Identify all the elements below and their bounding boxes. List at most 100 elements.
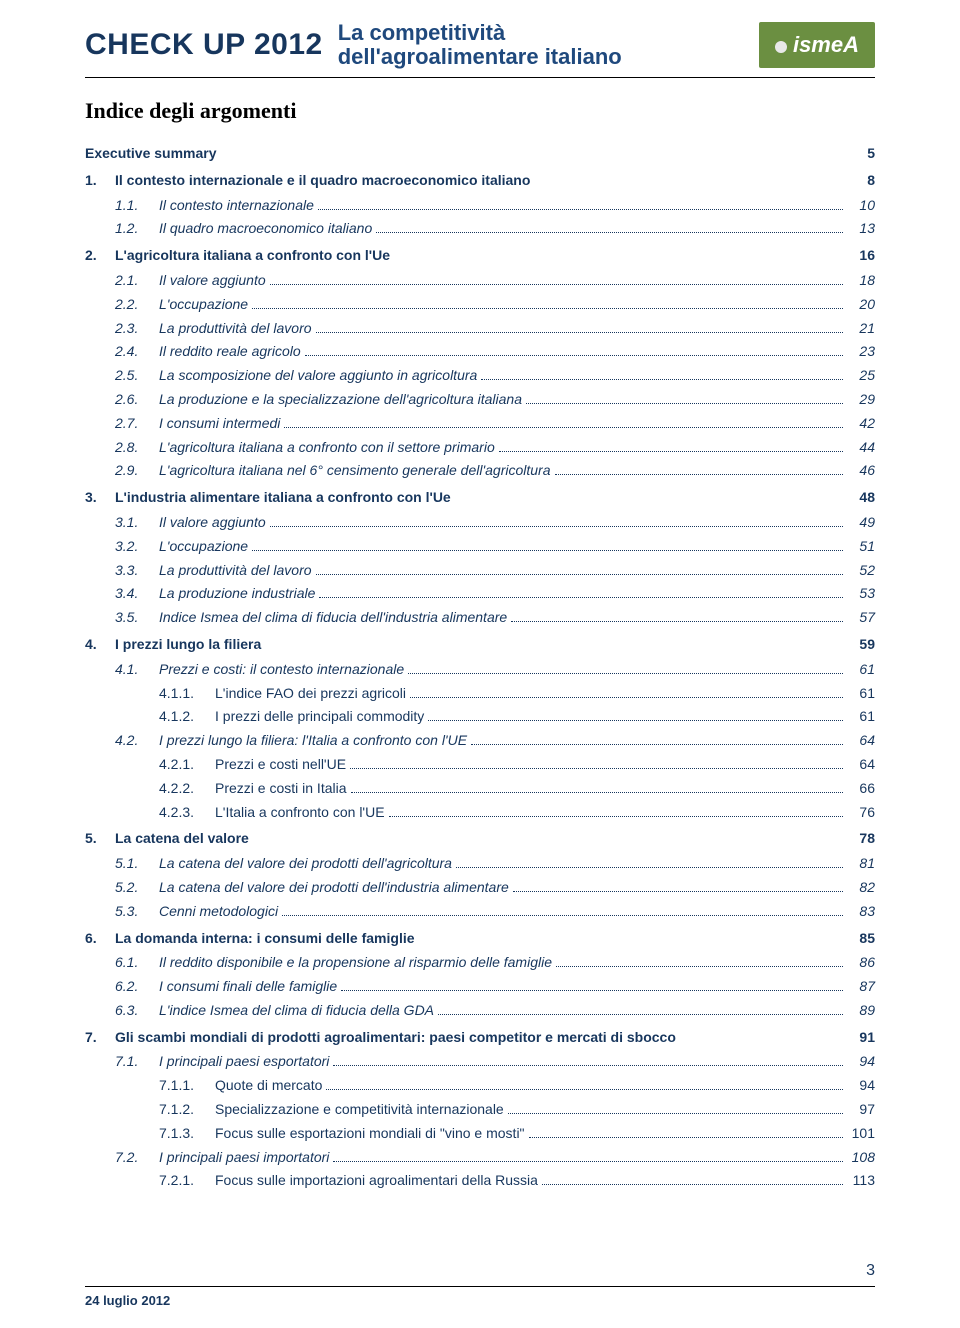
toc-leader xyxy=(456,856,843,869)
toc-entry[interactable]: 2.6.La produzione e la specializzazione … xyxy=(85,388,875,412)
toc-entry[interactable]: 2.2.L'occupazione20 xyxy=(85,293,875,317)
toc-entry[interactable]: 1.1.Il contesto internazionale10 xyxy=(85,194,875,218)
toc-entry-label: I prezzi lungo la filiera xyxy=(115,633,261,657)
toc-entry[interactable]: 3.5.Indice Ismea del clima di fiducia de… xyxy=(85,606,875,630)
toc-entry-label: I principali paesi esportatori xyxy=(159,1050,329,1074)
toc-leader xyxy=(350,756,843,769)
toc-entry[interactable]: 5.2.La catena del valore dei prodotti de… xyxy=(85,876,875,900)
toc-entry-label: Il reddito reale agricolo xyxy=(159,340,301,364)
toc-leader xyxy=(534,172,843,185)
toc-entry-page: 97 xyxy=(847,1098,875,1122)
toc-entry[interactable]: 2.9.L'agricoltura italiana nel 6° censim… xyxy=(85,459,875,483)
toc-entry[interactable]: 4.2.2.Prezzi e costi in Italia66 xyxy=(85,777,875,801)
toc-entry-page: 49 xyxy=(847,511,875,535)
toc-entry[interactable]: 3.3.La produttività del lavoro52 xyxy=(85,559,875,583)
toc-entry[interactable]: 3.1.Il valore aggiunto49 xyxy=(85,511,875,535)
toc-entry-number: 5.1. xyxy=(115,852,159,876)
toc-entry[interactable]: 4.1.2.I prezzi delle principali commodit… xyxy=(85,705,875,729)
toc-entry[interactable]: 4.2.1.Prezzi e costi nell'UE64 xyxy=(85,753,875,777)
toc-entry-label: I consumi finali delle famiglie xyxy=(159,975,337,999)
toc-entry-page: 78 xyxy=(847,827,875,851)
toc-entry[interactable]: 1.Il contesto internazionale e il quadro… xyxy=(85,169,875,193)
toc-heading: Indice degli argomenti xyxy=(85,98,875,124)
toc-entry[interactable]: 5.3.Cenni metodologici83 xyxy=(85,900,875,924)
toc-entry-label: Focus sulle esportazioni mondiali di "vi… xyxy=(215,1122,525,1146)
toc-entry-label: Focus sulle importazioni agroalimentari … xyxy=(215,1169,538,1193)
toc-entry-label: L'indice Ismea del clima di fiducia dell… xyxy=(159,999,434,1023)
toc-entry-number: 7.2.1. xyxy=(159,1169,215,1193)
toc-entry[interactable]: 4.2.3.L'Italia a confronto con l'UE76 xyxy=(85,801,875,825)
toc-entry[interactable]: 7.2.1.Focus sulle importazioni agroalime… xyxy=(85,1169,875,1193)
toc-entry-page: 23 xyxy=(847,340,875,364)
toc-entry-label: Il valore aggiunto xyxy=(159,269,266,293)
toc-entry-label: La produttività del lavoro xyxy=(159,317,312,341)
toc-entry-number: 2.5. xyxy=(115,364,159,388)
toc-entry[interactable]: Executive summary5 xyxy=(85,142,875,166)
toc-entry[interactable]: 2.L'agricoltura italiana a confronto con… xyxy=(85,244,875,268)
toc-entry[interactable]: 2.3.La produttività del lavoro21 xyxy=(85,317,875,341)
toc-entry[interactable]: 7.2.I principali paesi importatori108 xyxy=(85,1146,875,1170)
toc-leader xyxy=(341,979,843,992)
toc-entry-number: 1.2. xyxy=(115,217,159,241)
toc-leader xyxy=(481,368,843,381)
toc-entry-label: L'occupazione xyxy=(159,535,248,559)
toc-entry[interactable]: 2.4.Il reddito reale agricolo23 xyxy=(85,340,875,364)
toc-entry-page: 10 xyxy=(847,194,875,218)
toc-entry[interactable]: 4.1.Prezzi e costi: il contesto internaz… xyxy=(85,658,875,682)
toc-leader xyxy=(333,1054,843,1067)
toc-entry[interactable]: 3.L'industria alimentare italiana a conf… xyxy=(85,486,875,510)
toc-entry[interactable]: 2.8.L'agricoltura italiana a confronto c… xyxy=(85,436,875,460)
toc-entry[interactable]: 7.1.3.Focus sulle esportazioni mondiali … xyxy=(85,1122,875,1146)
toc-entry[interactable]: 6.2.I consumi finali delle famiglie87 xyxy=(85,975,875,999)
toc-entry-page: 57 xyxy=(847,606,875,630)
toc-leader xyxy=(508,1101,843,1114)
toc-entry-label: La catena del valore xyxy=(115,827,249,851)
toc-entry-label: La catena del valore dei prodotti dell'i… xyxy=(159,876,509,900)
toc-entry-page: 66 xyxy=(847,777,875,801)
toc-leader xyxy=(351,780,844,793)
toc-leader xyxy=(319,586,843,599)
toc-entry-page: 61 xyxy=(847,682,875,706)
toc-entry-label: L'Italia a confronto con l'UE xyxy=(215,801,385,825)
toc-entry[interactable]: 4.2.I prezzi lungo la filiera: l'Italia … xyxy=(85,729,875,753)
toc-entry[interactable]: 7.1.1.Quote di mercato94 xyxy=(85,1074,875,1098)
toc-entry-label: Il contesto internazionale e il quadro m… xyxy=(115,169,530,193)
toc-entry-page: 83 xyxy=(847,900,875,924)
toc-entry-label: Prezzi e costi: il contesto internaziona… xyxy=(159,658,404,682)
toc-entry-page: 5 xyxy=(847,142,875,166)
toc-entry-page: 113 xyxy=(847,1169,875,1193)
toc-entry[interactable]: 1.2.Il quadro macroeconomico italiano13 xyxy=(85,217,875,241)
toc-entry[interactable]: 3.2.L'occupazione51 xyxy=(85,535,875,559)
toc-entry[interactable]: 2.7.I consumi intermedi42 xyxy=(85,412,875,436)
toc-entry-number: 5. xyxy=(85,827,115,851)
toc-leader xyxy=(511,610,843,623)
toc-leader xyxy=(555,463,843,476)
toc-leader xyxy=(282,903,843,916)
toc-entry[interactable]: 6.La domanda interna: i consumi delle fa… xyxy=(85,927,875,951)
toc-entry[interactable]: 7.1.I principali paesi esportatori94 xyxy=(85,1050,875,1074)
footer-rule xyxy=(85,1286,875,1287)
toc-entry[interactable]: 5.La catena del valore 78 xyxy=(85,827,875,851)
toc-entry-label: Prezzi e costi nell'UE xyxy=(215,753,346,777)
toc-entry[interactable]: 5.1.La catena del valore dei prodotti de… xyxy=(85,852,875,876)
report-title: CHECK UP 2012 xyxy=(85,28,323,62)
toc-entry[interactable]: 2.5.La scomposizione del valore aggiunto… xyxy=(85,364,875,388)
toc-entry[interactable]: 2.1.Il valore aggiunto18 xyxy=(85,269,875,293)
toc-entry[interactable]: 6.3.L'indice Ismea del clima di fiducia … xyxy=(85,999,875,1023)
toc-entry-number: 2.2. xyxy=(115,293,159,317)
toc-entry-number: 6.2. xyxy=(115,975,159,999)
toc-entry[interactable]: 7.1.2.Specializzazione e competitività i… xyxy=(85,1098,875,1122)
toc-entry-number: 2.8. xyxy=(115,436,159,460)
toc-leader xyxy=(419,930,843,943)
toc-entry[interactable]: 4.I prezzi lungo la filiera59 xyxy=(85,633,875,657)
toc-leader xyxy=(265,636,843,649)
toc-entry[interactable]: 4.1.1.L'indice FAO dei prezzi agricoli61 xyxy=(85,682,875,706)
toc-entry-number: 3. xyxy=(85,486,115,510)
toc-entry[interactable]: 7.Gli scambi mondiali di prodotti agroal… xyxy=(85,1026,875,1050)
toc-entry-page: 59 xyxy=(847,633,875,657)
toc-entry-number: 7.2. xyxy=(115,1146,159,1170)
toc-leader xyxy=(389,804,843,817)
toc-entry[interactable]: 6.1.Il reddito disponibile e la propensi… xyxy=(85,951,875,975)
toc-entry-page: 91 xyxy=(847,1026,875,1050)
toc-entry[interactable]: 3.4.La produzione industriale53 xyxy=(85,582,875,606)
